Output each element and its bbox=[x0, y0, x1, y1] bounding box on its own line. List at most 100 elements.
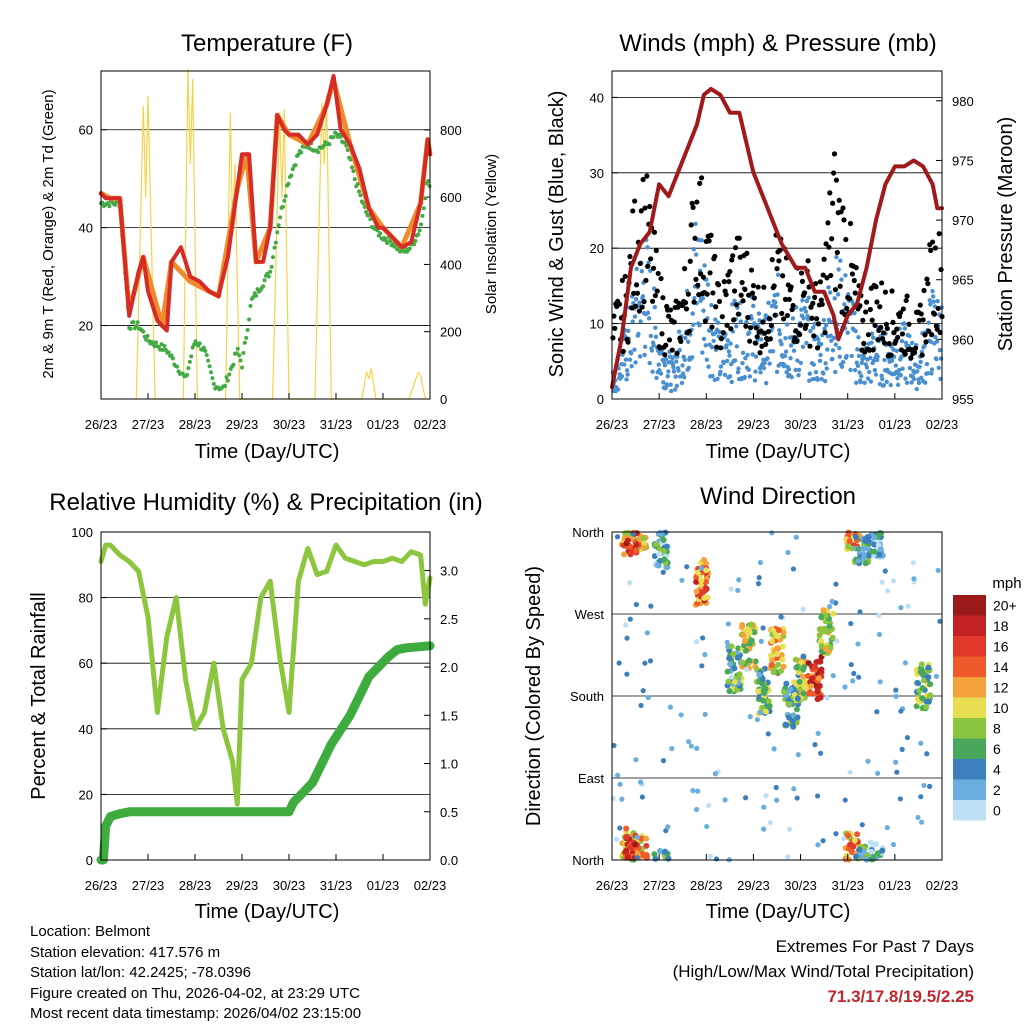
wind-point bbox=[627, 357, 633, 362]
direction-point bbox=[617, 781, 623, 787]
direction-point bbox=[790, 712, 797, 718]
direction-point bbox=[840, 835, 847, 842]
plot-frame bbox=[100, 531, 431, 861]
y-tick-label-left: 0 bbox=[86, 853, 93, 868]
wind-point bbox=[709, 344, 715, 350]
gust-point bbox=[880, 330, 887, 336]
gust-point bbox=[774, 266, 780, 272]
direction-point bbox=[660, 537, 667, 544]
gust-point bbox=[784, 312, 790, 319]
wind-point bbox=[702, 263, 707, 268]
gust-point bbox=[815, 321, 822, 327]
x-tick-label: 30/23 bbox=[784, 878, 817, 893]
wind-point bbox=[724, 343, 729, 348]
gust-point bbox=[798, 270, 805, 276]
wind-point bbox=[835, 292, 841, 297]
wind-point bbox=[902, 321, 907, 326]
wind-point bbox=[870, 335, 876, 340]
direction-point bbox=[703, 567, 710, 574]
wind-point bbox=[676, 329, 682, 334]
x-tick-label: 01/23 bbox=[367, 417, 400, 432]
gust-point bbox=[851, 277, 857, 284]
direction-point bbox=[833, 831, 839, 837]
direction-point bbox=[851, 837, 858, 844]
gust-point bbox=[763, 341, 769, 347]
gust-point bbox=[899, 331, 906, 337]
dewpoint-point bbox=[361, 201, 366, 206]
gust-point bbox=[636, 308, 642, 314]
gust-point bbox=[648, 256, 654, 262]
dewpoint-point bbox=[162, 344, 167, 349]
direction-point bbox=[623, 622, 629, 628]
wind-point bbox=[833, 342, 839, 347]
wind-point bbox=[917, 364, 922, 370]
gust-point bbox=[779, 310, 785, 316]
y-tick-label-left: 60 bbox=[79, 656, 93, 671]
gust-point bbox=[717, 345, 724, 351]
x-tick-label: 02/23 bbox=[414, 878, 447, 893]
wind-point bbox=[665, 373, 671, 379]
dewpoint-point bbox=[412, 242, 417, 247]
direction-point bbox=[915, 814, 921, 821]
direction-point bbox=[644, 630, 650, 636]
gust-point bbox=[825, 220, 831, 226]
x-tick-label: 31/23 bbox=[320, 878, 353, 893]
wind-point bbox=[793, 367, 798, 373]
wind-point bbox=[833, 369, 838, 375]
gust-point bbox=[702, 318, 708, 324]
direction-point bbox=[752, 658, 759, 665]
direction-point bbox=[770, 669, 777, 676]
direction-point bbox=[735, 587, 741, 593]
wind-point bbox=[824, 323, 829, 328]
wind-point bbox=[730, 302, 735, 307]
gust-point bbox=[772, 312, 778, 318]
gust-point bbox=[667, 307, 674, 313]
y-tick-label-left: 40 bbox=[79, 221, 93, 236]
gust-point bbox=[853, 265, 859, 271]
gust-point bbox=[810, 300, 816, 306]
dewpoint-point bbox=[416, 232, 421, 237]
wind-point bbox=[832, 296, 837, 301]
direction-point bbox=[855, 545, 862, 552]
wind-point bbox=[622, 362, 627, 367]
gust-point bbox=[637, 260, 643, 267]
gust-point bbox=[863, 299, 870, 305]
direction-point bbox=[707, 853, 713, 859]
direction-point bbox=[640, 688, 646, 694]
direction-point bbox=[785, 549, 791, 556]
direction-point bbox=[698, 577, 705, 584]
gust-point bbox=[612, 325, 618, 331]
direction-point bbox=[643, 842, 650, 849]
gust-point bbox=[665, 313, 672, 319]
gust-point bbox=[698, 175, 705, 181]
gust-point bbox=[655, 270, 661, 277]
gust-point bbox=[863, 309, 869, 315]
wind-point bbox=[632, 347, 637, 352]
wind-point bbox=[728, 341, 733, 346]
wind-point bbox=[691, 247, 697, 252]
direction-point bbox=[627, 616, 633, 622]
direction-point bbox=[741, 642, 748, 649]
wind-point bbox=[753, 369, 758, 374]
dewpoint-point bbox=[152, 344, 157, 349]
gust-point bbox=[743, 323, 749, 329]
wind-point bbox=[705, 282, 711, 287]
gust-point bbox=[691, 299, 697, 305]
gust-point bbox=[700, 274, 707, 280]
pressure-line bbox=[610, 86, 944, 390]
gust-point bbox=[753, 325, 759, 331]
wind-point bbox=[811, 325, 816, 330]
wind-point bbox=[662, 362, 668, 368]
direction-point bbox=[765, 698, 772, 705]
wind-point bbox=[657, 368, 662, 373]
direction-point bbox=[845, 543, 852, 550]
gust-point bbox=[708, 232, 714, 238]
direction-point bbox=[920, 677, 927, 684]
gust-point bbox=[894, 326, 900, 332]
wind-point bbox=[766, 300, 771, 306]
direction-point bbox=[827, 603, 833, 610]
direction-point bbox=[776, 627, 783, 634]
dewpoint-point bbox=[107, 204, 112, 209]
wind-point bbox=[907, 333, 912, 339]
legend-swatch bbox=[953, 677, 986, 698]
